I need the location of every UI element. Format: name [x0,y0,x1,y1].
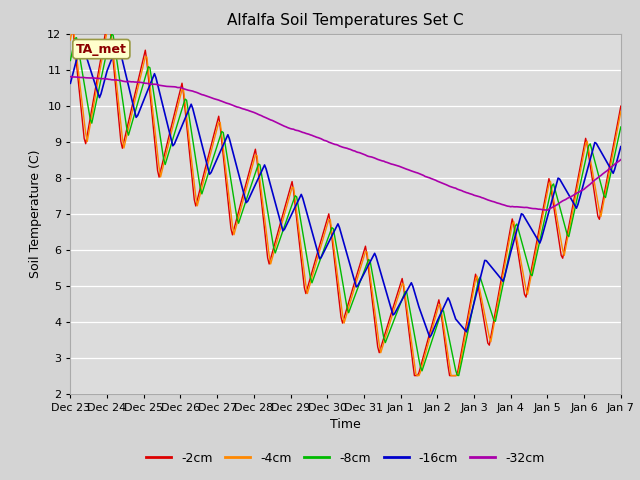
Title: Alfalfa Soil Temperatures Set C: Alfalfa Soil Temperatures Set C [227,13,464,28]
X-axis label: Time: Time [330,418,361,431]
Y-axis label: Soil Temperature (C): Soil Temperature (C) [29,149,42,278]
Legend: -2cm, -4cm, -8cm, -16cm, -32cm: -2cm, -4cm, -8cm, -16cm, -32cm [141,447,550,469]
Text: TA_met: TA_met [76,43,127,56]
